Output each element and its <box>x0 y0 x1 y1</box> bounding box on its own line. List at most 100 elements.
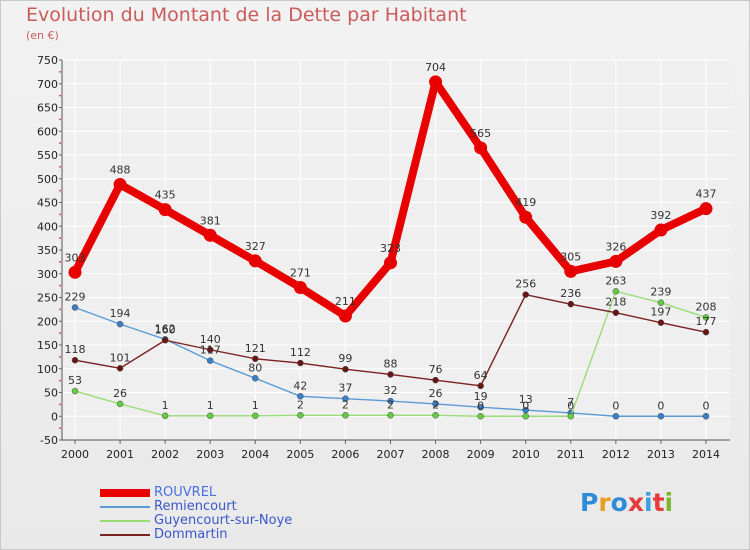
data-point-guyencourt-sur-noye <box>297 412 304 419</box>
data-point-guyencourt-sur-noye <box>161 412 169 420</box>
data-label-dommartin: 64 <box>474 369 488 382</box>
x-tick-label: 2000 <box>61 448 89 461</box>
legend-swatch <box>100 489 150 497</box>
data-label-rouvrel: 323 <box>380 242 401 255</box>
y-tick-label: 200 <box>37 315 58 328</box>
x-tick-label: 2010 <box>512 448 540 461</box>
y-tick-label: 350 <box>37 244 58 257</box>
data-point-remiencourt <box>116 320 124 328</box>
data-label-dommartin: 88 <box>384 357 398 370</box>
data-label-rouvrel: 488 <box>110 163 131 176</box>
data-label-rouvrel: 419 <box>515 196 536 209</box>
data-point-dommartin <box>522 291 529 298</box>
data-point-remiencourt <box>206 357 214 364</box>
y-minor-tick <box>59 165 61 168</box>
y-minor-tick <box>59 70 61 73</box>
data-label-guyencourt-sur-noye: 2 <box>297 398 304 411</box>
y-minor-tick <box>59 213 61 216</box>
x-tick-label: 2008 <box>422 448 450 461</box>
y-minor-tick <box>59 332 61 335</box>
data-label-guyencourt-sur-noye: 53 <box>68 374 82 387</box>
data-point-rouvrel <box>474 141 488 155</box>
data-label-dommartin: 118 <box>65 343 86 356</box>
data-point-guyencourt-sur-noye <box>702 314 710 321</box>
x-tick-label: 2007 <box>377 448 405 461</box>
data-point-dommartin <box>71 356 79 364</box>
data-label-remiencourt: 32 <box>384 384 398 397</box>
data-point-dommartin <box>657 319 665 326</box>
y-minor-tick <box>59 379 61 382</box>
x-tick-label: 2006 <box>331 448 359 461</box>
y-tick-label: -50 <box>40 434 58 447</box>
data-point-guyencourt-sur-noye <box>342 412 349 419</box>
logo-letter: P <box>580 488 599 517</box>
data-point-rouvrel <box>158 203 172 217</box>
x-tick-label: 2003 <box>196 448 224 461</box>
data-label-rouvrel: 211 <box>335 295 356 308</box>
logo-letter: i <box>664 488 674 517</box>
data-point-rouvrel <box>519 210 533 224</box>
legend-label: Remiencourt <box>154 499 237 514</box>
x-tick-label: 2012 <box>602 448 630 461</box>
data-label-remiencourt: 229 <box>65 290 86 303</box>
data-point-rouvrel <box>113 177 127 191</box>
y-minor-tick <box>59 427 61 430</box>
logo-letter: t <box>652 488 665 517</box>
data-label-dommartin: 160 <box>155 323 176 336</box>
x-tick-label: 2011 <box>557 448 585 461</box>
y-minor-tick <box>59 403 61 406</box>
legend-swatch <box>100 506 150 508</box>
data-label-dommartin: 197 <box>650 306 671 319</box>
data-point-guyencourt-sur-noye <box>612 288 620 295</box>
y-tick-label: 250 <box>37 292 58 305</box>
chart-subtitle: (en €) <box>26 29 59 42</box>
data-label-dommartin: 112 <box>290 346 311 359</box>
x-tick-label: 2013 <box>647 448 675 461</box>
data-label-rouvrel: 435 <box>155 189 176 202</box>
data-point-rouvrel <box>564 264 578 278</box>
legend-label: Dommartin <box>154 527 228 542</box>
logo-letter: i <box>644 488 653 517</box>
data-point-dommartin <box>477 382 484 390</box>
data-label-rouvrel: 327 <box>245 240 266 253</box>
data-point-guyencourt-sur-noye <box>567 413 575 420</box>
data-point-dommartin <box>432 376 439 384</box>
y-tick-label: 450 <box>37 197 58 210</box>
data-label-rouvrel: 303 <box>65 251 86 264</box>
legend-item: Dommartin <box>100 528 228 542</box>
data-point-rouvrel <box>654 223 668 237</box>
y-minor-tick <box>59 308 61 311</box>
y-tick-label: 500 <box>37 173 58 186</box>
data-point-remiencourt <box>657 413 665 420</box>
data-point-rouvrel <box>68 265 82 279</box>
y-minor-tick <box>59 355 61 358</box>
data-label-dommartin: 121 <box>245 342 266 355</box>
data-point-rouvrel <box>293 281 307 295</box>
data-label-dommartin: 76 <box>429 363 443 376</box>
y-tick-label: 650 <box>37 102 58 115</box>
data-label-guyencourt-sur-noye: 0 <box>522 399 529 412</box>
data-point-guyencourt-sur-noye <box>432 412 439 419</box>
y-tick-label: 50 <box>44 387 58 400</box>
data-point-guyencourt-sur-noye <box>116 400 124 408</box>
data-point-dommartin <box>206 346 214 353</box>
y-tick-label: 150 <box>37 339 58 352</box>
chart-title: Evolution du Montant de la Dette par Hab… <box>26 4 467 26</box>
y-tick-label: 400 <box>37 220 58 233</box>
x-tick-label: 2001 <box>106 448 134 461</box>
data-point-guyencourt-sur-noye <box>477 413 484 420</box>
y-minor-tick <box>59 284 61 287</box>
data-label-guyencourt-sur-noye: 1 <box>207 399 214 412</box>
data-label-remiencourt: 162 <box>155 322 176 335</box>
legend-swatch <box>100 520 150 522</box>
data-label-dommartin: 140 <box>200 333 221 346</box>
data-label-guyencourt-sur-noye: 2 <box>387 398 394 411</box>
logo-letter: x <box>627 488 644 517</box>
y-minor-tick <box>59 260 61 263</box>
data-point-remiencourt <box>387 397 394 405</box>
data-point-remiencourt <box>702 413 710 420</box>
data-label-guyencourt-sur-noye: 239 <box>650 286 671 299</box>
data-point-dommartin <box>567 300 575 308</box>
data-label-remiencourt: 7 <box>567 396 574 409</box>
